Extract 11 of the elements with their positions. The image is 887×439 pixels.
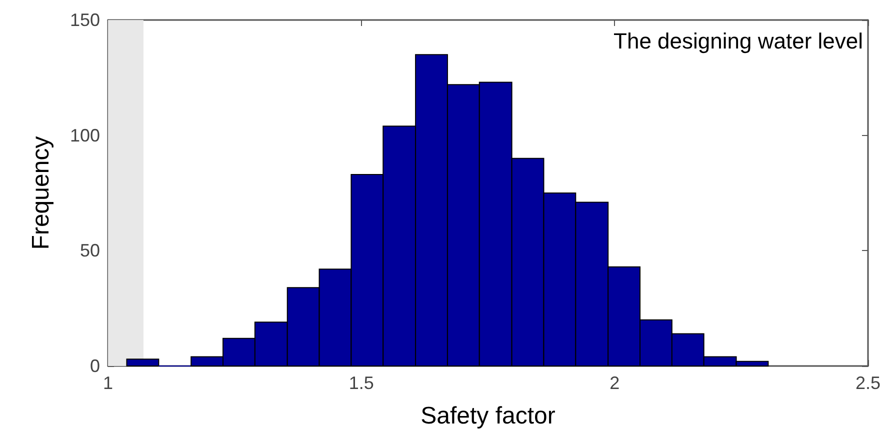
x-tick-label: 2 bbox=[610, 373, 620, 393]
y-tick-label: 100 bbox=[70, 125, 100, 146]
x-tick-label: 1 bbox=[102, 373, 114, 393]
y-tick-label: 150 bbox=[70, 10, 100, 30]
y-tick-label: 50 bbox=[80, 240, 100, 261]
x-axis-title: Safety factor bbox=[420, 402, 556, 430]
x-tick-label: 1.5 bbox=[348, 373, 374, 393]
x-tick-label: 2.5 bbox=[855, 373, 881, 393]
y-tick-label: 0 bbox=[90, 356, 100, 376]
y-axis-title: Frequency bbox=[28, 136, 54, 250]
annotation: The designing water level bbox=[614, 28, 864, 54]
